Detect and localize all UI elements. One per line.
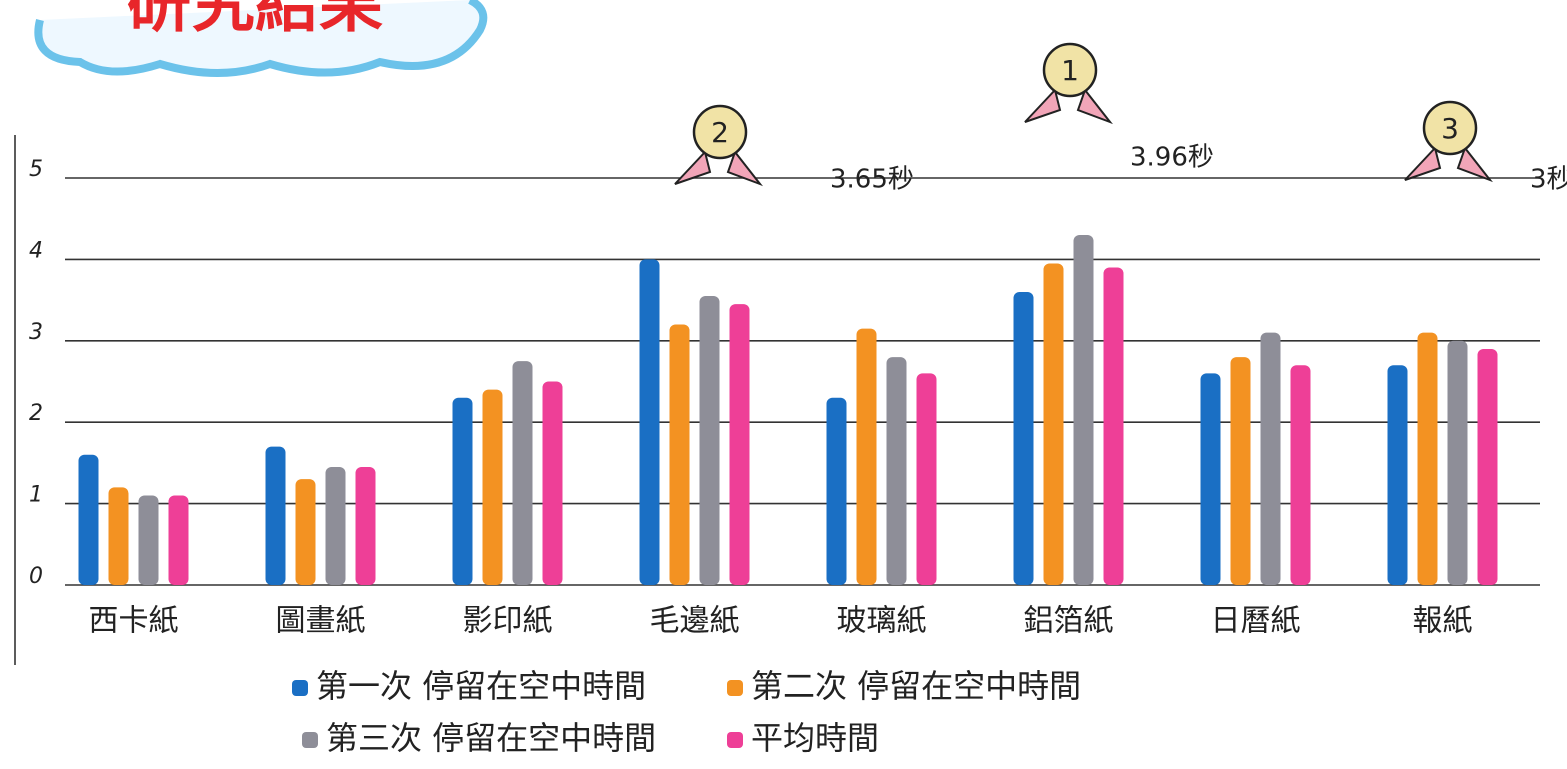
bar bbox=[168, 495, 189, 585]
x-tick-label: 影印紙 bbox=[463, 604, 553, 639]
bar bbox=[452, 397, 473, 585]
cloud-outline bbox=[34, 0, 488, 77]
bar bbox=[265, 446, 286, 585]
ribbon bbox=[1404, 145, 1493, 183]
legend-label: 第二次 停留在空中時間 bbox=[751, 667, 1081, 705]
award-label: 3.96秒 bbox=[1130, 143, 1214, 173]
medal bbox=[1422, 100, 1478, 156]
bar bbox=[729, 304, 750, 585]
y-tick-label: 3 bbox=[29, 320, 43, 345]
bar bbox=[355, 466, 376, 585]
bar bbox=[542, 381, 563, 585]
y-tick-label: 4 bbox=[29, 238, 43, 263]
x-tick-label: 圖畫紙 bbox=[276, 604, 366, 639]
bar bbox=[295, 479, 316, 585]
legend-label: 平均時間 bbox=[751, 719, 879, 757]
award: 2 3.65秒 bbox=[674, 104, 914, 195]
x-tick-label: 鋁箔紙 bbox=[1024, 604, 1114, 639]
x-tick-label: 毛邊紙 bbox=[650, 604, 740, 639]
y-tick-label: 1 bbox=[29, 483, 43, 508]
bar bbox=[1043, 263, 1064, 585]
bar bbox=[826, 397, 847, 585]
bar bbox=[856, 328, 877, 585]
bar bbox=[1387, 365, 1408, 585]
x-tick-label: 玻璃紙 bbox=[837, 604, 927, 639]
legend-swatch bbox=[292, 680, 308, 696]
y-tick-label: 5 bbox=[29, 157, 43, 182]
bar bbox=[1290, 365, 1311, 585]
bar bbox=[1477, 348, 1498, 585]
chart-title: 研究結果 bbox=[127, 0, 383, 42]
medal-rank: 1 bbox=[1061, 54, 1079, 87]
bar bbox=[482, 389, 503, 585]
legend-label: 第三次 停留在空中時間 bbox=[326, 719, 656, 757]
bar bbox=[699, 296, 720, 585]
bar bbox=[1417, 332, 1438, 585]
bar bbox=[669, 324, 690, 585]
bar bbox=[1260, 332, 1281, 585]
legend-swatch bbox=[727, 732, 743, 748]
bar bbox=[512, 361, 533, 585]
award-label: 3秒 bbox=[1530, 165, 1567, 195]
award: 1 3.96秒 bbox=[1024, 42, 1214, 173]
bar bbox=[78, 454, 99, 585]
medal-rank: 3 bbox=[1441, 112, 1459, 145]
bar bbox=[1200, 373, 1221, 585]
legend-label: 第一次 停留在空中時間 bbox=[316, 667, 646, 705]
bar bbox=[108, 487, 129, 585]
y-tick-label: 2 bbox=[29, 401, 43, 426]
x-tick-label: 日曆紙 bbox=[1211, 604, 1301, 639]
medal bbox=[1042, 42, 1098, 98]
x-tick-label: 西卡紙 bbox=[89, 604, 179, 639]
medal bbox=[692, 104, 748, 160]
bar bbox=[1447, 340, 1468, 585]
bar bbox=[916, 373, 937, 585]
bar bbox=[1073, 234, 1094, 586]
award-label: 3.65秒 bbox=[830, 165, 914, 195]
bar bbox=[1013, 291, 1034, 585]
ribbon bbox=[1024, 87, 1113, 125]
bar bbox=[138, 495, 159, 585]
bar bbox=[886, 357, 907, 585]
ribbon bbox=[674, 149, 763, 187]
legend-swatch bbox=[727, 680, 743, 696]
medal-rank: 2 bbox=[711, 116, 729, 149]
bar bbox=[1103, 267, 1124, 585]
x-tick-label: 報紙 bbox=[1413, 604, 1473, 639]
bar bbox=[325, 466, 346, 585]
award: 3 3秒 bbox=[1404, 100, 1567, 195]
bar bbox=[1230, 357, 1251, 585]
title-cloud: 研究結果 bbox=[34, 0, 488, 77]
legend-swatch bbox=[302, 732, 318, 748]
y-tick-label: 0 bbox=[29, 564, 43, 589]
bar bbox=[639, 259, 660, 585]
